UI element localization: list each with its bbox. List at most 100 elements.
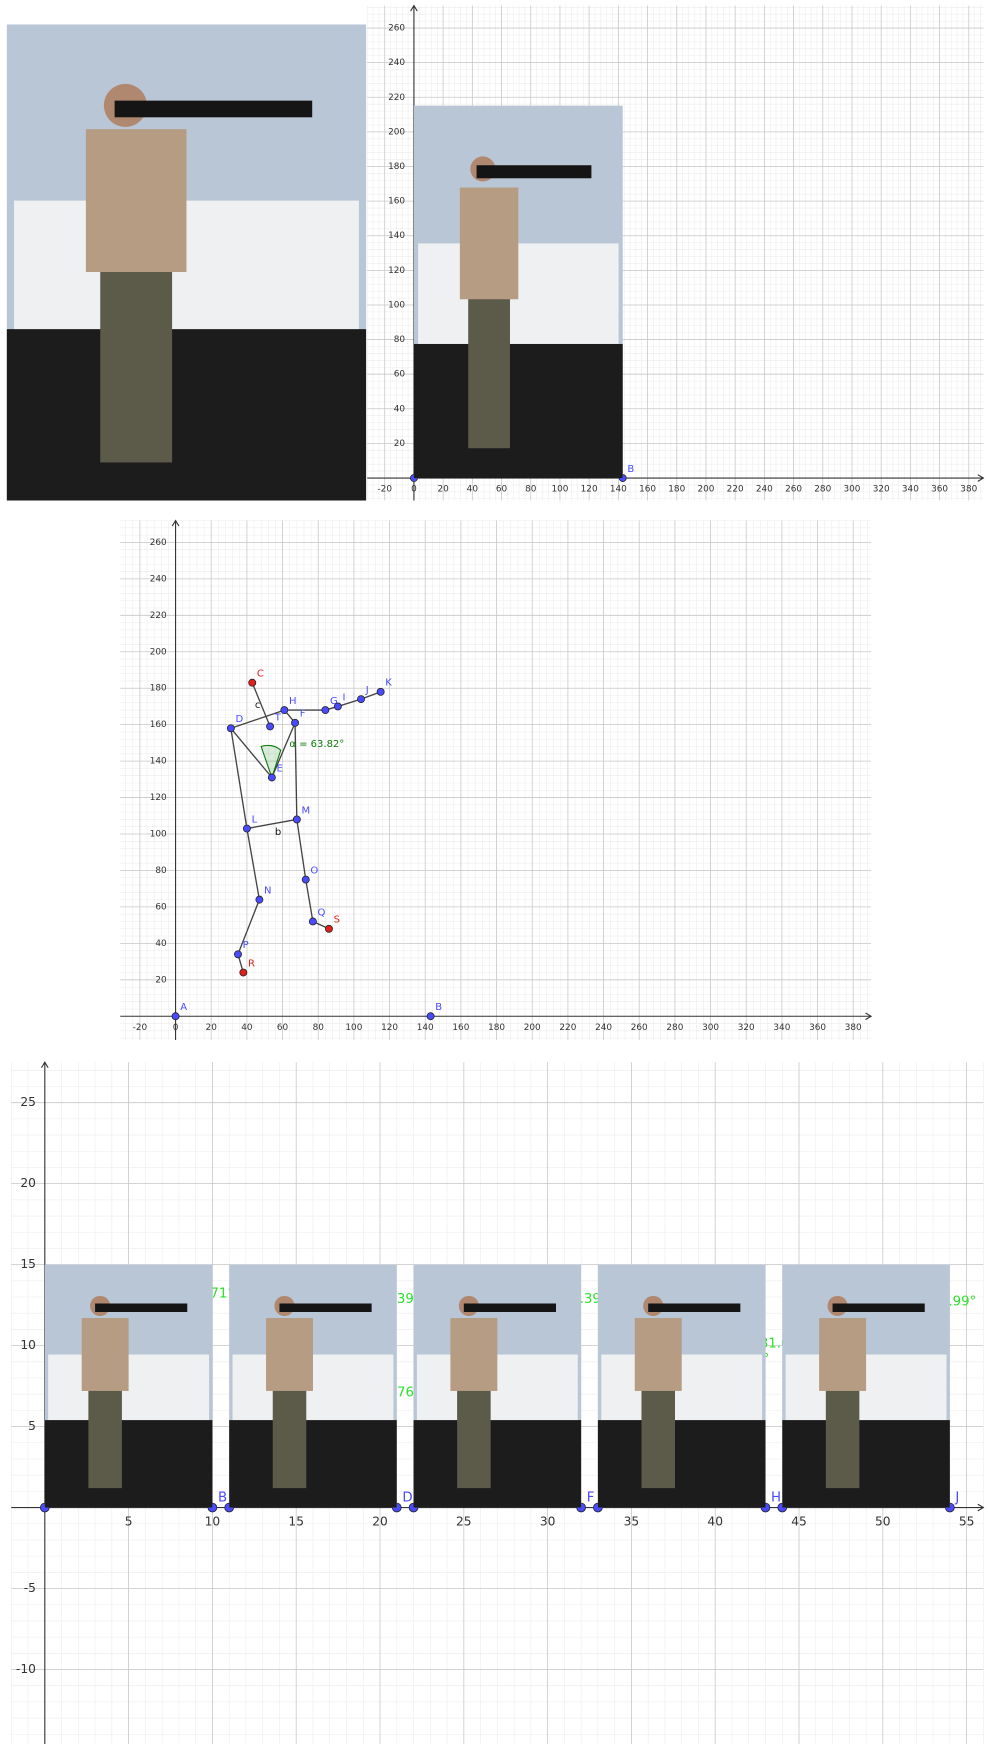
point-label: O <box>310 865 318 876</box>
x-tick-label: 40 <box>467 485 479 495</box>
y-tick-label: 260 <box>388 24 405 34</box>
point <box>268 774 275 781</box>
page: {"chart_data": [ {"type": "scatter", "xl… <box>0 0 988 1744</box>
y-tick-label: 100 <box>150 830 167 840</box>
point-label: N <box>264 885 271 896</box>
x-tick-label: 260 <box>785 485 802 495</box>
point-label: T <box>274 712 282 723</box>
photo-floor <box>598 1420 766 1507</box>
y-tick-label: 200 <box>150 647 167 657</box>
photo-floor <box>45 1420 213 1507</box>
x-tick-label: 0 <box>173 1023 179 1033</box>
point <box>377 688 384 695</box>
y-tick-label: -5 <box>24 1581 36 1595</box>
point-label: M <box>302 805 311 816</box>
x-tick-label: 200 <box>524 1023 541 1033</box>
x-tick-label: 220 <box>727 485 744 495</box>
x-tick-label: -20 <box>133 1023 148 1033</box>
point <box>249 679 256 686</box>
x-tick-label: 220 <box>559 1023 576 1033</box>
point-label: B <box>218 1491 227 1506</box>
point-label: H <box>289 696 297 707</box>
segment <box>231 728 247 828</box>
photo-floor <box>229 1420 397 1507</box>
x-tick-label: 300 <box>843 485 860 495</box>
point-label: P <box>243 940 249 951</box>
x-tick-label: 320 <box>738 1023 755 1033</box>
photo-legs <box>88 1386 122 1488</box>
x-tick-label: 55 <box>959 1515 975 1529</box>
x-tick-label: 160 <box>452 1023 469 1033</box>
point <box>334 703 341 710</box>
photo <box>414 1265 582 1508</box>
point <box>322 707 329 714</box>
point-label: A <box>180 1002 187 1013</box>
x-tick-label: 120 <box>381 1023 398 1033</box>
photo-legs <box>100 262 172 462</box>
point <box>309 918 316 925</box>
point-label: L <box>252 814 258 825</box>
photo-legs <box>457 1386 491 1488</box>
point <box>234 951 241 958</box>
annotation: c <box>255 700 261 711</box>
photo-rifle <box>648 1303 740 1312</box>
photo-floor <box>414 1420 582 1507</box>
x-tick-label: 380 <box>960 485 977 495</box>
x-tick-label: 260 <box>631 1023 648 1033</box>
point <box>281 707 288 714</box>
photo-rifle <box>833 1303 925 1312</box>
point <box>357 696 364 703</box>
x-tick-label: 340 <box>773 1023 790 1033</box>
point-label: F <box>587 1491 595 1506</box>
x-tick-label: 320 <box>873 485 890 495</box>
x-tick-label: 80 <box>313 1023 325 1033</box>
y-tick-label: 120 <box>150 793 167 803</box>
photo-floor <box>7 329 366 500</box>
x-tick-label: 30 <box>540 1515 556 1529</box>
point-label: H <box>771 1491 781 1506</box>
x-tick-label: 140 <box>610 485 627 495</box>
x-tick-label: -20 <box>377 485 392 495</box>
y-tick-label: 80 <box>155 866 167 876</box>
y-tick-label: 20 <box>20 1176 36 1190</box>
point-label: F <box>300 709 306 720</box>
annotation: b <box>275 827 281 838</box>
y-tick-label: 80 <box>394 335 406 345</box>
y-tick-label: 240 <box>388 58 405 68</box>
x-tick-label: 120 <box>581 485 598 495</box>
y-tick-label: 120 <box>388 266 405 276</box>
point-label: S <box>334 915 340 926</box>
x-tick-label: 40 <box>241 1023 253 1033</box>
point <box>293 816 300 823</box>
point-label: J <box>365 685 369 696</box>
point-label: K <box>385 678 392 689</box>
photo <box>229 1265 397 1508</box>
x-tick-label: 280 <box>666 1023 683 1033</box>
point-label: E <box>277 763 283 774</box>
photo <box>414 106 623 478</box>
y-tick-label: 220 <box>150 611 167 621</box>
x-tick-label: 160 <box>639 485 656 495</box>
y-tick-label: 20 <box>155 975 167 985</box>
y-tick-label: 240 <box>150 574 167 584</box>
photo-legs <box>641 1386 675 1488</box>
x-tick-label: 45 <box>791 1515 807 1529</box>
y-tick-label: 180 <box>150 684 167 694</box>
x-tick-label: 280 <box>814 485 831 495</box>
photo <box>598 1265 766 1508</box>
y-tick-label: 180 <box>388 162 405 172</box>
x-tick-label: 180 <box>668 485 685 495</box>
point <box>325 925 332 932</box>
annotation: α = 63.82° <box>289 739 344 750</box>
y-tick-label: 10 <box>20 1338 36 1352</box>
y-tick-label: 40 <box>155 939 167 949</box>
photo-torso <box>450 1318 497 1391</box>
y-tick-label: 60 <box>155 902 167 912</box>
x-tick-label: 10 <box>205 1515 221 1529</box>
x-tick-label: 360 <box>931 485 948 495</box>
y-tick-label: 140 <box>388 231 405 241</box>
x-tick-label: 20 <box>206 1023 218 1033</box>
x-tick-label: 200 <box>697 485 714 495</box>
photo-floor <box>782 1420 950 1507</box>
point-label: J <box>954 1491 959 1506</box>
